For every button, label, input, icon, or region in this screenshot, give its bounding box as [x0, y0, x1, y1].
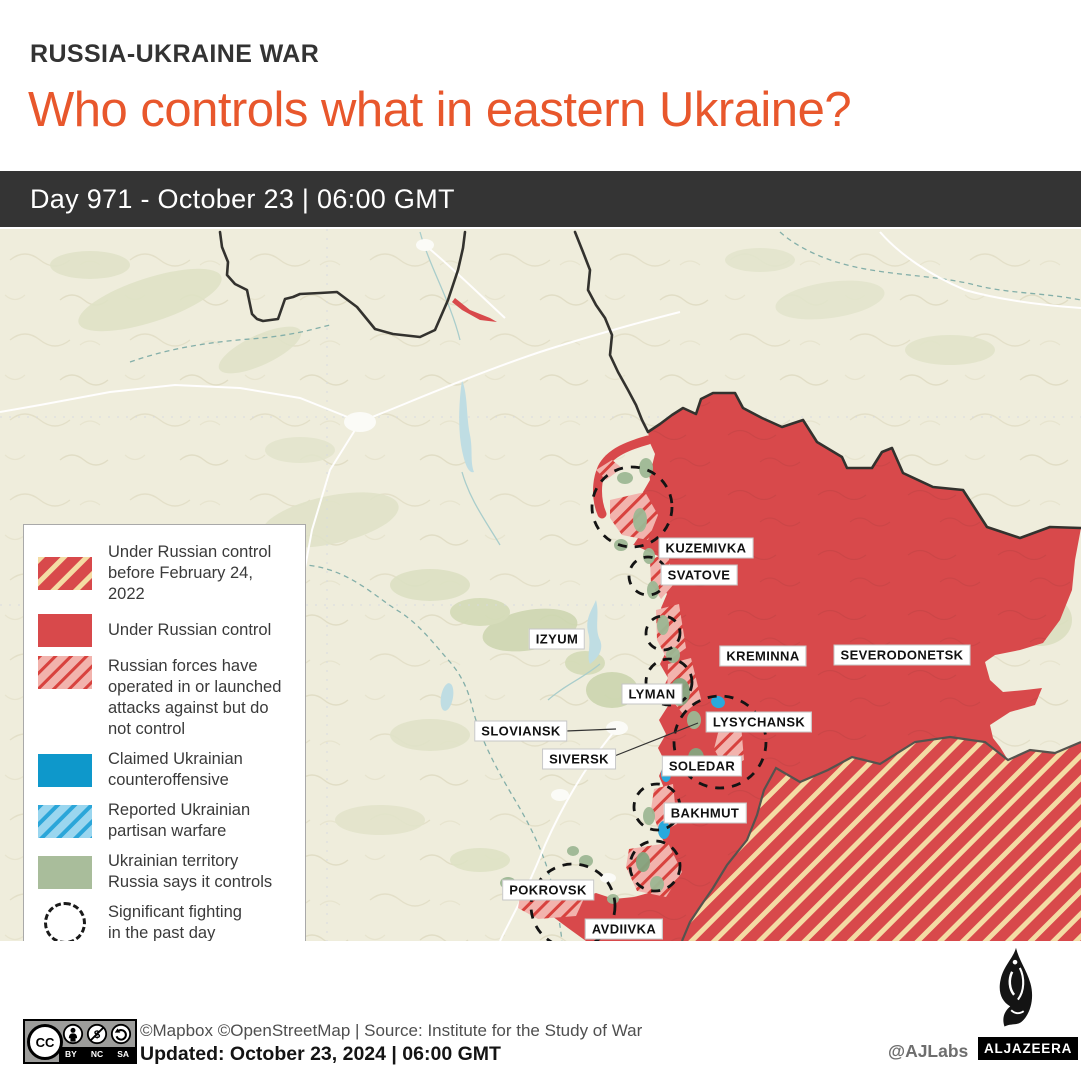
svg-text:$: $ — [94, 1029, 101, 1041]
legend-item-russian: Under Russian control — [38, 614, 291, 647]
graticule — [0, 229, 1081, 941]
legend-item-label: Ukrainian territory Russia says it contro… — [108, 852, 273, 891]
legend-swatch-pre2022 — [38, 557, 92, 590]
legend-swatch-green — [38, 855, 92, 889]
updated-text: Updated: October 23, 2024 | 06:00 GMT — [140, 1043, 501, 1065]
map-label-pokrovsk: POKROVSK — [502, 879, 594, 901]
fighting-circle-pokrovsk — [529, 862, 617, 941]
cc-by-icon — [62, 1023, 84, 1045]
ajlabs-handle: @AJLabs — [888, 1041, 969, 1061]
legend-item-label: Under Russian control — [108, 621, 272, 639]
legend-item-pre2022: Under Russian control before February 24,… — [38, 542, 291, 605]
map-label-bakhmut: BAKHMUT — [663, 802, 747, 824]
map-label-lyman: LYMAN — [621, 683, 683, 705]
map-legend: Under Russian control before February 24,… — [23, 524, 306, 941]
cc-license-badge: CC $ BY NC SA — [23, 1019, 137, 1064]
cc-nc-label: NC — [90, 1049, 104, 1059]
legend-swatch-russian — [38, 614, 92, 647]
sloviansk-pointer-line — [565, 728, 617, 732]
fighting-circle-soledar — [672, 694, 768, 790]
cc-sa-icon — [110, 1023, 132, 1045]
map-label-sloviansk: SLOVIANSK — [474, 720, 568, 742]
map-canvas — [0, 229, 1081, 941]
map-label-severodonetsk: SEVERODONETSK — [833, 644, 971, 666]
aljazeera-wordmark: ALJAZEERA — [978, 1037, 1079, 1060]
siversk-pointer-line — [611, 722, 699, 758]
international-border — [218, 230, 1081, 540]
map-label-siversk: SIVERSK — [542, 748, 616, 770]
cc-sa-label: SA — [117, 1049, 129, 1059]
map-label-lysychansk: LYSYCHANSK — [705, 711, 813, 733]
day-bar: Day 971 - October 23 | 06:00 GMT — [0, 171, 1081, 227]
map-label-kuzemivka: KUZEMIVKA — [658, 537, 754, 559]
map-label-kreminna: KREMINNA — [719, 645, 807, 667]
kicker: RUSSIA-UKRAINE WAR — [30, 40, 320, 68]
map-label-izyum: IZYUM — [528, 628, 586, 650]
forest-patches — [50, 248, 1072, 872]
map-container: KUZEMIVKA SVATOVE IZYUM KREMINNA SEVERODONET… — [0, 229, 1081, 941]
map-label-svatove: SVATOVE — [660, 564, 738, 586]
legend-item-says: Ukrainian territory Russia says it contro… — [38, 851, 291, 893]
legend-swatch-fighting-circle — [44, 902, 86, 941]
legend-item-label: Significant fighting in the past day — [108, 903, 242, 941]
legend-item-label: Russian forces have operated in or launch… — [108, 657, 282, 738]
map-label-avdiivka: AVDIIVKA — [584, 918, 664, 940]
fighting-circles — [529, 465, 768, 941]
legend-item-label: Reported Ukrainian partisan warfare — [108, 801, 251, 840]
fighting-circle-south — [628, 839, 682, 893]
cc-license-types: BY NC SA — [59, 1047, 135, 1062]
map-label-soledar: SOLEDAR — [661, 755, 743, 777]
legend-swatch-counteroffensive — [38, 753, 92, 787]
cc-by-label: BY — [65, 1049, 77, 1059]
legend-swatch-operated — [38, 656, 92, 689]
legend-item-fighting: Significant fighting in the past day — [38, 902, 291, 941]
pre2022-boundary-line — [680, 735, 1081, 941]
border-red-sliver — [452, 298, 497, 322]
page-title: Who controls what in eastern Ukraine? — [28, 83, 852, 137]
legend-swatch-partisan — [38, 804, 92, 838]
fighting-circle-kuzemivka — [590, 465, 674, 549]
pre2022-control-area — [682, 737, 1081, 941]
legend-item-label: Claimed Ukrainian counteroffensive — [108, 750, 243, 789]
legend-item-partisan: Reported Ukrainian partisan warfare — [38, 800, 291, 842]
label-pointer-lines — [565, 722, 699, 758]
legend-item-counter: Claimed Ukrainian counteroffensive — [38, 749, 291, 791]
fighting-circle-lyman — [644, 657, 694, 707]
legend-item-operated: Russian forces have operated in or launch… — [38, 656, 291, 740]
day-bar-text: Day 971 - October 23 | 06:00 GMT — [30, 184, 455, 214]
cc-icon: CC — [27, 1024, 63, 1060]
legend-item-label: Under Russian control before February 24,… — [108, 543, 272, 603]
aljazeera-flame-logo-icon — [999, 947, 1033, 1027]
attribution-text: ©Mapbox ©OpenStreetMap | Source: Institu… — [140, 1021, 643, 1040]
admin-boundaries — [94, 231, 1081, 941]
fighting-circle-mid — [644, 614, 682, 652]
cc-nc-icon: $ — [86, 1023, 108, 1045]
